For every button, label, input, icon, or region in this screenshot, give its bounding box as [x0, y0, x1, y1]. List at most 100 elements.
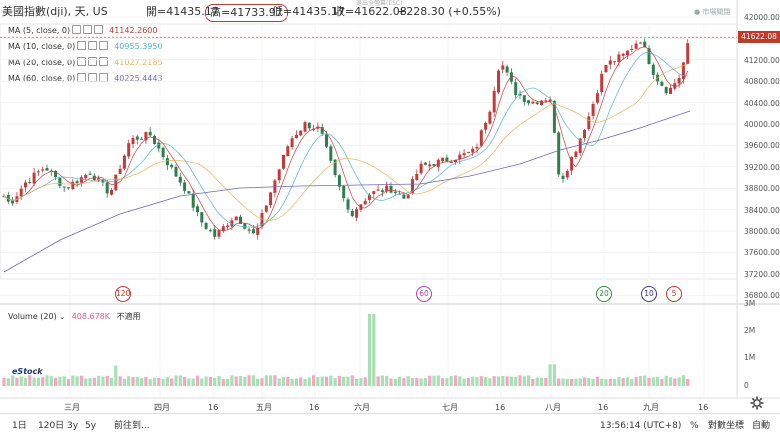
eye-icon[interactable]: [77, 57, 87, 66]
candle-body: [557, 132, 561, 175]
candle-body: [651, 64, 655, 75]
candle-body: [380, 190, 384, 192]
volume-bar: [127, 376, 131, 386]
candle-body: [28, 181, 32, 183]
candle-body: [208, 230, 212, 232]
candle-body: [595, 93, 599, 103]
price-tick: 42000.00: [744, 13, 780, 22]
auto-scale-toggle[interactable]: 自動: [752, 421, 771, 431]
candle-body: [88, 173, 92, 175]
candle-body: [127, 143, 131, 157]
candle-body: [217, 230, 221, 237]
ma-marker[interactable]: 10: [641, 286, 657, 302]
range-5y-button[interactable]: 5y: [85, 421, 97, 431]
settings-icon[interactable]: [88, 41, 98, 50]
volume-bar: [230, 375, 234, 386]
candle-body: [664, 87, 668, 94]
candle-body: [165, 158, 169, 166]
volume-bar: [28, 375, 32, 386]
candle-body: [630, 48, 634, 50]
volume-tick: 3M: [744, 299, 756, 308]
volume-bar: [170, 378, 174, 386]
volume-bar: [294, 378, 298, 386]
indicator-row[interactable]: MA (10, close, 0) 40955.3950: [8, 40, 163, 53]
candle-body: [183, 182, 187, 191]
market-status-label: 市場關閉: [702, 8, 731, 16]
candle-body: [247, 229, 251, 231]
close-icon[interactable]: [99, 57, 109, 66]
gear-icon[interactable]: [750, 396, 764, 410]
candle-body: [363, 200, 367, 205]
volume-bar: [539, 377, 544, 386]
goto-button[interactable]: 前往到...: [114, 421, 150, 431]
eye-icon[interactable]: [72, 25, 82, 34]
eye-icon[interactable]: [77, 41, 87, 50]
range-1d-button[interactable]: 1日: [12, 421, 27, 431]
candle-body: [458, 154, 462, 160]
candle-body: [505, 66, 509, 73]
volume-bar: [505, 376, 509, 386]
candle-body: [191, 193, 195, 208]
candle-body: [71, 181, 75, 189]
chevron-down-icon[interactable]: ⌄: [59, 313, 66, 321]
indicator-row[interactable]: MA (20, close, 0) 41027.2185: [8, 56, 163, 69]
candle-body: [669, 87, 672, 94]
log-scale-toggle[interactable]: 對數坐標: [708, 421, 745, 431]
volume-bar: [647, 377, 651, 386]
price-tick: 38400.00: [744, 205, 780, 215]
ma-marker[interactable]: 60: [416, 286, 432, 302]
range-3y-button[interactable]: 3y: [67, 421, 79, 431]
volume-bar: [522, 376, 526, 386]
volume-bar: [393, 378, 397, 386]
candle-body: [626, 50, 629, 55]
candle-body: [140, 138, 144, 140]
candle-body: [290, 138, 294, 148]
ma-marker[interactable]: 5: [666, 286, 682, 302]
price-pane: [0, 23, 738, 280]
candle-body: [54, 170, 58, 177]
candle-body: [462, 153, 466, 156]
candle-body: [423, 162, 427, 165]
volume-bar: [544, 377, 548, 386]
open-value: 開=41435.17: [146, 5, 219, 18]
ma-marker[interactable]: 120: [115, 286, 131, 302]
volume-bar: [479, 376, 483, 386]
volume-bar: [174, 375, 178, 386]
volume-bar: [398, 376, 402, 386]
indicator-label: MA (5, close, 0): [8, 26, 71, 35]
settings-icon[interactable]: [88, 57, 98, 66]
volume-bar: [359, 378, 363, 386]
volume-bar: [243, 376, 247, 386]
candle-body: [600, 73, 604, 93]
candle-body: [488, 111, 492, 124]
candle-body: [58, 178, 62, 186]
close-icon[interactable]: [94, 25, 104, 34]
volume-bar: [178, 375, 182, 386]
volume-bar: [269, 375, 273, 386]
settings-icon[interactable]: [83, 25, 93, 34]
price-tick: 38000.00: [744, 227, 780, 236]
volume-bar: [462, 378, 466, 386]
volume-bar: [651, 377, 655, 386]
volume-bar: [221, 379, 225, 386]
volume-bar: [385, 375, 389, 386]
candle-body: [19, 188, 23, 197]
volume-bar: [54, 377, 58, 386]
percent-toggle[interactable]: %: [690, 421, 699, 431]
exit-fullscreen-hint[interactable]: 退出全螢幕(ESC): [356, 0, 403, 7]
range-120d-button[interactable]: 120日: [38, 421, 65, 431]
ma-marker[interactable]: 20: [596, 286, 612, 302]
candle-body: [471, 148, 475, 153]
indicator-value: 41142.2600: [109, 26, 158, 35]
symbol-title[interactable]: 美國指數(dji), 天, US: [2, 5, 108, 18]
close-icon[interactable]: [99, 41, 109, 50]
candle-body: [32, 172, 36, 184]
volume-bar: [367, 313, 372, 386]
candle-body: [264, 205, 268, 212]
indicator-row[interactable]: MA (5, close, 0) 41142.2600: [8, 24, 157, 37]
price-tick: 39600.00: [744, 141, 780, 151]
price-tick: 40400.00: [744, 98, 780, 108]
price-tick: 37200.00: [744, 269, 780, 279]
candle-body: [196, 206, 199, 213]
